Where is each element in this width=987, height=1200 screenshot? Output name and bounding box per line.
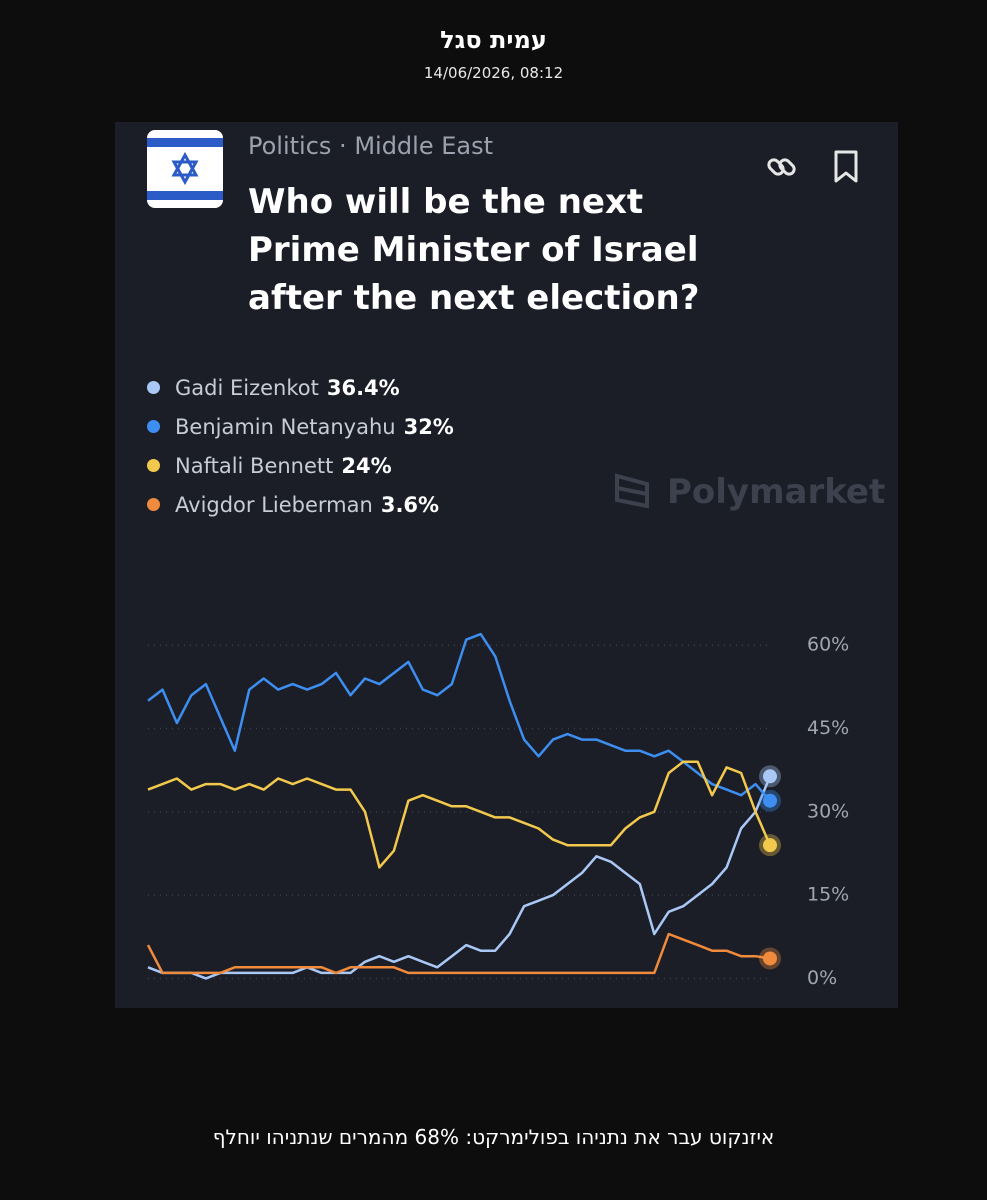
category: Politics bbox=[248, 132, 332, 160]
watermark-logo bbox=[615, 473, 649, 509]
subcategory: Middle East bbox=[354, 132, 494, 160]
end-dot bbox=[763, 951, 777, 966]
legend-value: 32% bbox=[403, 414, 454, 439]
timestamp: 14/06/2026, 08:12 bbox=[423, 64, 564, 82]
watermark-text: Polymarket bbox=[667, 472, 886, 512]
legend-name: Naftali Bennett bbox=[175, 453, 334, 478]
series-line bbox=[147, 632, 771, 802]
link-icon[interactable] bbox=[765, 150, 799, 184]
legend-name: Avigdor Lieberman bbox=[175, 492, 373, 517]
series-line bbox=[147, 760, 772, 869]
y-tick-label: 60% bbox=[807, 634, 849, 656]
question: Who will be the next Prime Minister of I… bbox=[248, 182, 700, 318]
category-line: Politics · Middle East bbox=[248, 132, 494, 160]
legend-dot bbox=[147, 381, 160, 394]
legend-entry: Benjamin Netanyahu 32% bbox=[147, 407, 454, 446]
end-dot bbox=[763, 838, 777, 853]
legend-name: Benjamin Netanyahu bbox=[175, 414, 396, 439]
legend-dot bbox=[147, 420, 160, 433]
legend-value: 3.6% bbox=[380, 492, 440, 517]
y-tick-label: 0% bbox=[807, 967, 837, 989]
legend-dot bbox=[147, 498, 160, 511]
bookmark-icon[interactable] bbox=[833, 150, 859, 184]
caption: איזנקוט עבר את נתניהו בפולימרקט: 68% מהמ… bbox=[212, 1125, 775, 1149]
legend: Gadi Eizenkot 36.4% Benjamin Netanyahu 32% N… bbox=[147, 368, 454, 524]
legend-entry: Avigdor Lieberman 3.6% bbox=[147, 485, 454, 524]
y-tick-label: 45% bbox=[807, 717, 849, 739]
legend-entry: Gadi Eizenkot 36.4% bbox=[147, 368, 454, 407]
legend-value: 24% bbox=[341, 453, 392, 478]
author: עמית סגל bbox=[440, 26, 547, 54]
series-line bbox=[146, 932, 771, 975]
watermark: Polymarket bbox=[613, 472, 885, 512]
y-tick-label: 30% bbox=[807, 800, 849, 822]
series-line bbox=[147, 775, 772, 980]
end-dot bbox=[763, 793, 777, 808]
legend-name: Gadi Eizenkot bbox=[175, 375, 319, 400]
legend-value: 36.4% bbox=[326, 375, 400, 400]
legend-dot bbox=[147, 459, 160, 472]
market-card: Politics · Middle East Who will be the n… bbox=[115, 122, 898, 1008]
legend-entry: Naftali Bennett 24% bbox=[147, 446, 454, 485]
y-tick-label: 15% bbox=[807, 884, 849, 906]
israel-flag bbox=[147, 130, 223, 208]
end-dot bbox=[763, 769, 777, 784]
chart: 0% 15% 30% 45% 60% bbox=[146, 632, 849, 989]
